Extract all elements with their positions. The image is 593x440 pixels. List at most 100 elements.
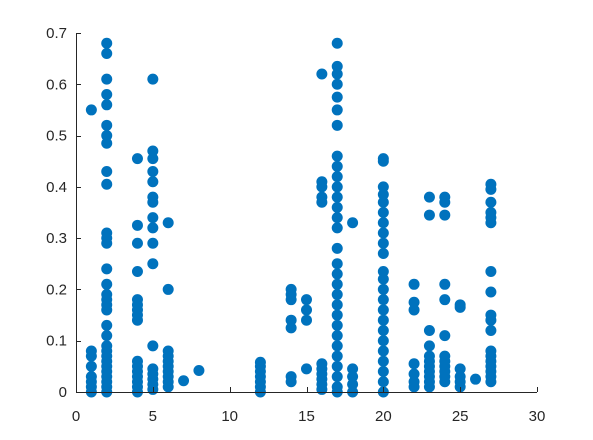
data-point [331,201,343,213]
data-point [131,219,143,231]
data-point [101,165,113,177]
data-point [147,258,159,270]
data-point [85,360,97,372]
data-point [147,176,159,188]
points-layer [85,37,497,398]
data-point [423,209,435,221]
data-point [331,37,343,49]
data-point [162,381,174,393]
data-point [454,301,466,313]
x-tick-label: 30 [529,408,546,425]
data-point [377,265,389,277]
data-point [347,378,359,390]
data-point [377,335,389,347]
data-point [147,212,159,224]
data-point [85,104,97,116]
data-point [485,265,497,277]
data-point [485,376,497,388]
data-point [485,217,497,229]
data-point [470,373,482,385]
data-point [331,222,343,234]
data-point [285,322,297,334]
data-point [331,181,343,193]
data-point [331,330,343,342]
data-point [439,278,451,290]
data-point [423,340,435,352]
data-point [301,294,312,306]
data-point [377,196,389,208]
data-point [331,371,343,383]
data-point [131,314,143,326]
data-point [331,360,343,372]
axes-layer: 0 5 10 15 20 25 30 0 0.1 0.2 0.3 0.4 0.5 0.6 0.7 [46,25,545,425]
data-point [331,191,343,203]
data-point [347,363,359,375]
data-point [331,268,343,280]
data-point [347,371,359,383]
data-point [101,319,113,331]
data-point [377,217,389,229]
data-point [331,278,343,290]
data-point [147,73,159,85]
data-point [408,381,420,393]
data-point [101,119,113,131]
y-tick-label: 0.3 [46,230,67,247]
data-point [331,258,343,270]
data-point [147,340,159,352]
y-tick-label: 0.4 [46,179,67,196]
y-axis-ticks: 0 0.1 0.2 0.3 0.4 0.5 0.6 0.7 [46,25,81,401]
x-axis-ticks: 0 5 10 15 20 25 30 [72,387,546,425]
data-point [485,324,497,336]
data-point [377,189,389,201]
data-point [101,73,113,85]
y-tick-label: 0.2 [46,281,67,298]
data-point [439,209,451,221]
data-point [331,319,343,331]
data-point [485,314,497,326]
data-point [331,104,343,116]
data-point [331,160,343,172]
data-point [147,145,159,157]
data-point [301,304,312,316]
data-point [101,178,113,190]
x-tick-label: 25 [452,408,469,425]
data-point [101,263,113,275]
data-point [377,207,389,218]
x-tick-label: 20 [375,408,392,425]
data-point [101,130,113,142]
data-point [377,365,389,377]
data-point [331,212,343,224]
x-tick-label: 5 [149,408,157,425]
x-tick-label: 0 [72,408,80,425]
data-point [316,383,328,395]
data-point [377,273,389,285]
data-point [454,363,466,375]
data-point [408,296,420,308]
data-point [331,350,343,362]
data-point [331,78,343,90]
data-point [131,237,143,249]
data-point [131,153,143,165]
data-point [147,153,159,165]
data-point [454,381,466,393]
data-point [377,227,389,239]
data-point [101,237,113,249]
data-point [408,368,420,380]
y-tick-label: 0.1 [46,333,67,350]
data-point [439,196,451,208]
y-tick-label: 0.7 [46,25,67,42]
data-point [147,196,159,208]
data-point [285,314,297,326]
data-point [331,309,343,321]
data-point [193,364,205,376]
data-point [331,60,343,72]
data-point [331,299,343,311]
data-point [485,183,497,195]
data-point [377,376,389,388]
data-point [101,137,113,149]
data-point [147,222,159,234]
data-point [178,375,190,387]
data-point [377,237,389,249]
data-point [331,91,343,103]
